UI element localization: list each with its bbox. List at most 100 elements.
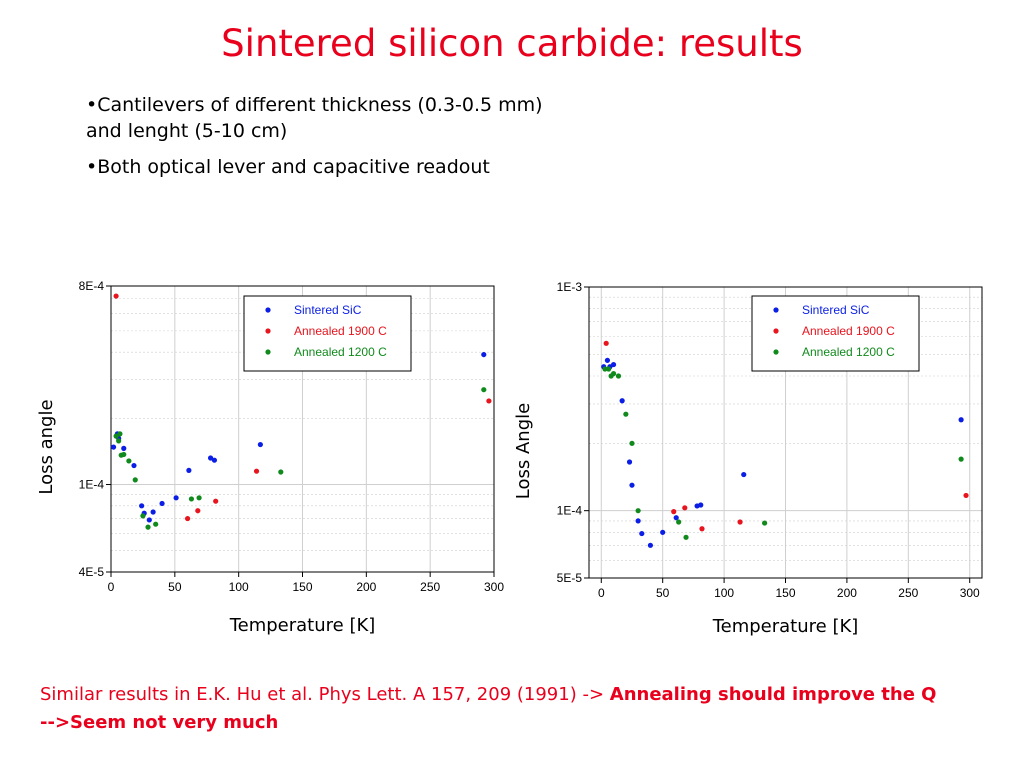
data-point [610,371,617,377]
legend-entry: Annealed 1900 C [294,324,387,338]
legend-entry: Annealed 1200 C [294,345,387,359]
x-tick-label: 300 [484,580,504,594]
data-point [958,417,964,423]
x-tick-label: 50 [168,580,182,594]
data-point [257,441,263,448]
data-point [683,534,689,540]
legend-marker [265,307,271,313]
legend-entry: Sintered SiC [802,303,870,317]
x-tick-label: 300 [960,586,980,600]
data-point [121,445,127,451]
data-point [159,500,165,507]
data-point [211,457,218,463]
y-axis-title: Loss Angle [513,403,534,499]
data-point [481,351,487,358]
x-tick-label: 0 [108,580,115,594]
x-tick-label: 0 [598,586,605,600]
data-point [196,495,202,501]
footnote-conclusion: Annealing should improve the Q -->Seem n… [40,684,937,733]
data-point [606,366,612,372]
data-point [682,505,688,511]
data-point [150,509,156,515]
slide-title: Sintered silicon carbide: results [221,22,803,65]
y-tick-label: 1E-4 [557,504,583,518]
data-point [278,469,284,475]
data-point [610,361,617,368]
data-point [604,357,611,363]
x-tick-label: 250 [420,580,440,594]
data-point [963,492,969,499]
data-point [623,411,629,417]
data-point [486,398,492,404]
data-point [213,498,219,504]
data-point [676,519,682,525]
y-tick-label: 1E-3 [557,280,583,294]
legend-box [243,295,412,372]
y-axis-title: Loss angle [36,399,57,494]
legend-box [751,295,920,372]
data-point [647,542,654,548]
chart-2: 0 50 100 150 200 250 300 5E-5 1E-4 1E-3 Temperatur… [513,280,983,637]
legend-entry: Annealed 1900 C [802,324,895,338]
y-tick-label: 4E-5 [79,565,105,579]
bullet-list: •Cantilevers of different thickness (0.3… [86,92,566,190]
data-point [186,467,192,473]
data-point [615,373,622,379]
data-point [140,513,146,519]
y-tick-label: 8E-4 [79,279,105,293]
data-point [699,526,705,532]
data-point [626,459,633,465]
data-point [185,515,191,522]
legend-marker [773,349,779,355]
data-point [602,366,608,372]
data-point [195,508,201,514]
data-point [639,530,645,537]
x-tick-label: 100 [714,586,734,600]
legend-marker [773,328,779,334]
data-point [116,438,122,444]
x-axis-title: Temperature [K] [229,615,376,636]
x-tick-label: 250 [898,586,918,600]
data-point [603,340,609,346]
legend-entry: Annealed 1200 C [802,345,895,359]
data-point [139,503,145,509]
data-point [673,515,679,521]
data-point [741,471,747,478]
data-point [958,456,964,462]
plot-frame [588,286,983,579]
data-point [146,517,152,523]
data-point [737,519,743,525]
data-point [145,524,151,530]
chart-1: 0 50 100 150 200 250 300 4E-5 1E-4 8E-4 Temperatur… [36,279,504,636]
x-tick-label: 50 [656,586,670,600]
data-point [253,468,260,474]
legend-marker [265,349,271,355]
data-point [121,451,127,458]
x-tick-label: 200 [837,586,857,600]
data-point [698,502,704,508]
data-point [131,462,137,469]
footnote: Similar results in E.K. Hu et al. Phys L… [40,681,940,737]
y-tick-label: 5E-5 [557,571,583,585]
y-tick-label: 1E-4 [79,478,105,492]
legend-marker [773,307,779,313]
bullet-item: •Both optical lever and capacitive reado… [86,156,490,178]
data-point [635,518,641,524]
data-point [153,521,159,527]
data-point [126,458,132,464]
x-tick-label: 100 [229,580,249,594]
footnote-citation: Similar results in E.K. Hu et al. Phys L… [40,684,610,705]
data-point [629,440,635,446]
data-point [671,509,677,515]
x-tick-label: 200 [356,580,376,594]
data-point [619,398,625,404]
data-point [113,293,119,299]
data-point [629,482,635,488]
x-tick-label: 150 [292,580,312,594]
data-point [207,455,214,461]
data-point [110,444,117,450]
x-tick-label: 150 [775,586,795,600]
data-point [173,495,179,501]
legend-marker [265,328,271,334]
